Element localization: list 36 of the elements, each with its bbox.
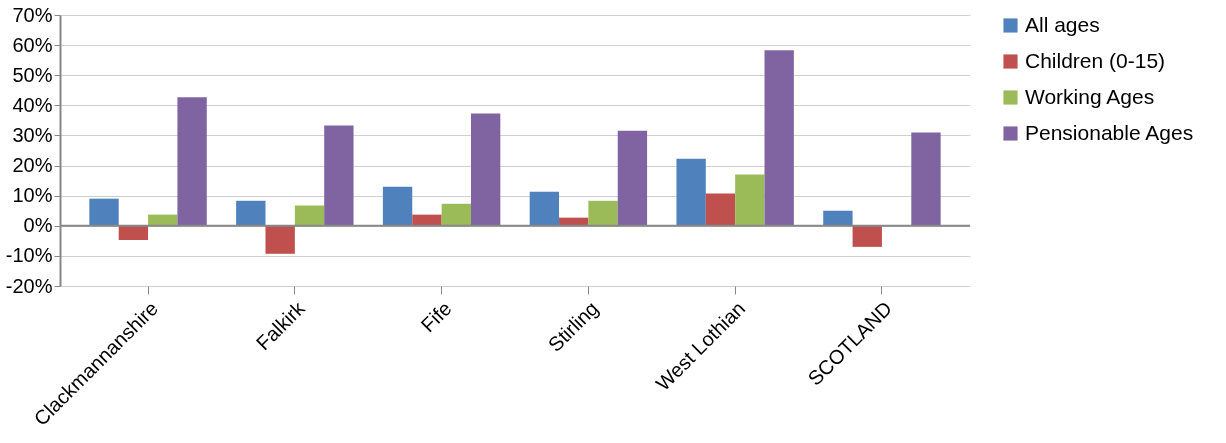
bar (529, 191, 560, 226)
x-tick-label: Fife (416, 297, 456, 337)
bar (382, 186, 413, 226)
bar (294, 205, 325, 226)
y-tick-label: 30% (12, 123, 53, 146)
y-tick-label: -20% (5, 274, 53, 297)
legend-label: Pensionable Ages (1025, 120, 1194, 144)
legend-label: Working Ages (1025, 84, 1155, 108)
bar (911, 132, 941, 226)
bar (89, 198, 119, 226)
legend-label: All ages (1025, 12, 1100, 36)
bar (676, 158, 706, 226)
bar (735, 174, 765, 226)
bar (236, 200, 266, 226)
bar (118, 225, 149, 240)
y-tick-label: 20% (12, 154, 53, 177)
y-tick-label: 70% (12, 3, 53, 26)
bar (470, 113, 501, 226)
bar (705, 193, 736, 226)
y-tick-label: -10% (5, 244, 53, 267)
bar (617, 130, 648, 226)
bar (764, 50, 794, 226)
y-tick-label: 60% (12, 33, 53, 56)
bar (588, 200, 618, 226)
bar (177, 97, 207, 226)
legend-label: Children (0-15) (1025, 48, 1166, 72)
bar (324, 125, 354, 226)
y-tick-label: 50% (12, 63, 53, 86)
bar (265, 225, 295, 254)
bar (441, 203, 471, 226)
bar (852, 225, 882, 247)
y-tick-label: 10% (12, 184, 53, 207)
y-tick-label: 0% (23, 214, 53, 237)
bar (412, 214, 442, 226)
y-tick-label: 40% (12, 93, 53, 116)
bar (823, 210, 853, 226)
